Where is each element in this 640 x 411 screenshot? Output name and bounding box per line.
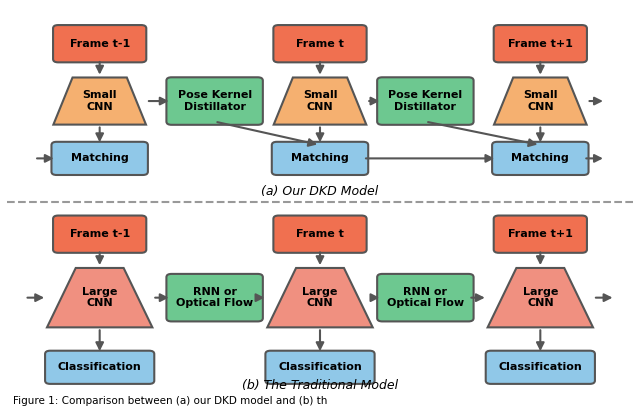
Text: Frame t: Frame t	[296, 229, 344, 239]
Text: Small
CNN: Small CNN	[83, 90, 117, 112]
Text: Frame t: Frame t	[296, 39, 344, 49]
FancyBboxPatch shape	[377, 77, 474, 125]
Polygon shape	[53, 78, 146, 125]
Text: Frame t+1: Frame t+1	[508, 229, 573, 239]
Text: Figure 1: Comparison between (a) our DKD model and (b) th: Figure 1: Comparison between (a) our DKD…	[13, 396, 328, 406]
Polygon shape	[47, 268, 152, 327]
FancyBboxPatch shape	[377, 274, 474, 321]
Text: Matching: Matching	[511, 153, 569, 164]
Text: Small
CNN: Small CNN	[523, 90, 557, 112]
Text: Classification: Classification	[278, 362, 362, 372]
Polygon shape	[268, 268, 372, 327]
Text: Classification: Classification	[499, 362, 582, 372]
FancyBboxPatch shape	[493, 215, 587, 253]
Text: Matching: Matching	[71, 153, 129, 164]
Text: Pose Kernel
Distillator: Pose Kernel Distillator	[388, 90, 463, 112]
Text: Small
CNN: Small CNN	[303, 90, 337, 112]
FancyBboxPatch shape	[45, 351, 154, 384]
FancyBboxPatch shape	[273, 215, 367, 253]
FancyBboxPatch shape	[51, 142, 148, 175]
FancyBboxPatch shape	[53, 215, 147, 253]
FancyBboxPatch shape	[272, 142, 368, 175]
Text: Classification: Classification	[58, 362, 141, 372]
Polygon shape	[274, 78, 366, 125]
Text: Pose Kernel
Distillator: Pose Kernel Distillator	[177, 90, 252, 112]
Text: RNN or
Optical Flow: RNN or Optical Flow	[176, 287, 253, 309]
FancyBboxPatch shape	[493, 25, 587, 62]
FancyBboxPatch shape	[492, 142, 589, 175]
Polygon shape	[488, 268, 593, 327]
Text: (b) The Traditional Model: (b) The Traditional Model	[242, 379, 398, 392]
Text: Frame t+1: Frame t+1	[508, 39, 573, 49]
Text: Frame t-1: Frame t-1	[70, 229, 130, 239]
FancyBboxPatch shape	[266, 351, 374, 384]
Text: (a) Our DKD Model: (a) Our DKD Model	[261, 185, 379, 198]
FancyBboxPatch shape	[486, 351, 595, 384]
Text: Large
CNN: Large CNN	[82, 287, 117, 309]
FancyBboxPatch shape	[166, 77, 263, 125]
FancyBboxPatch shape	[53, 25, 147, 62]
FancyBboxPatch shape	[273, 25, 367, 62]
FancyBboxPatch shape	[166, 274, 263, 321]
Text: RNN or
Optical Flow: RNN or Optical Flow	[387, 287, 464, 309]
Polygon shape	[494, 78, 587, 125]
Text: Frame t-1: Frame t-1	[70, 39, 130, 49]
Text: Matching: Matching	[291, 153, 349, 164]
Text: Large
CNN: Large CNN	[523, 287, 558, 309]
Text: Large
CNN: Large CNN	[302, 287, 338, 309]
